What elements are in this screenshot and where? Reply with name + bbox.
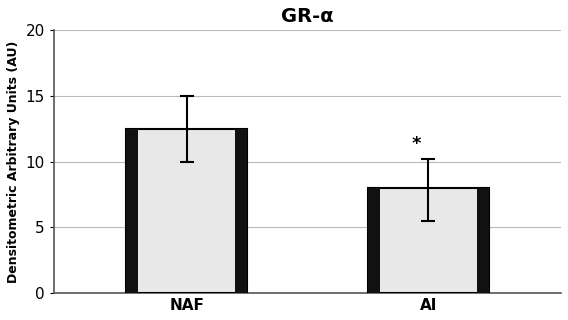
Bar [126, 129, 247, 293]
Text: *: * [411, 134, 421, 153]
Bar [477, 188, 488, 293]
Bar [368, 188, 488, 293]
Bar [126, 129, 139, 293]
Bar [368, 188, 380, 293]
Bar [235, 129, 247, 293]
Y-axis label: Densitometric Arbitrary Units (AU): Densitometric Arbitrary Units (AU) [7, 41, 20, 283]
Title: GR-α: GR-α [281, 7, 334, 26]
